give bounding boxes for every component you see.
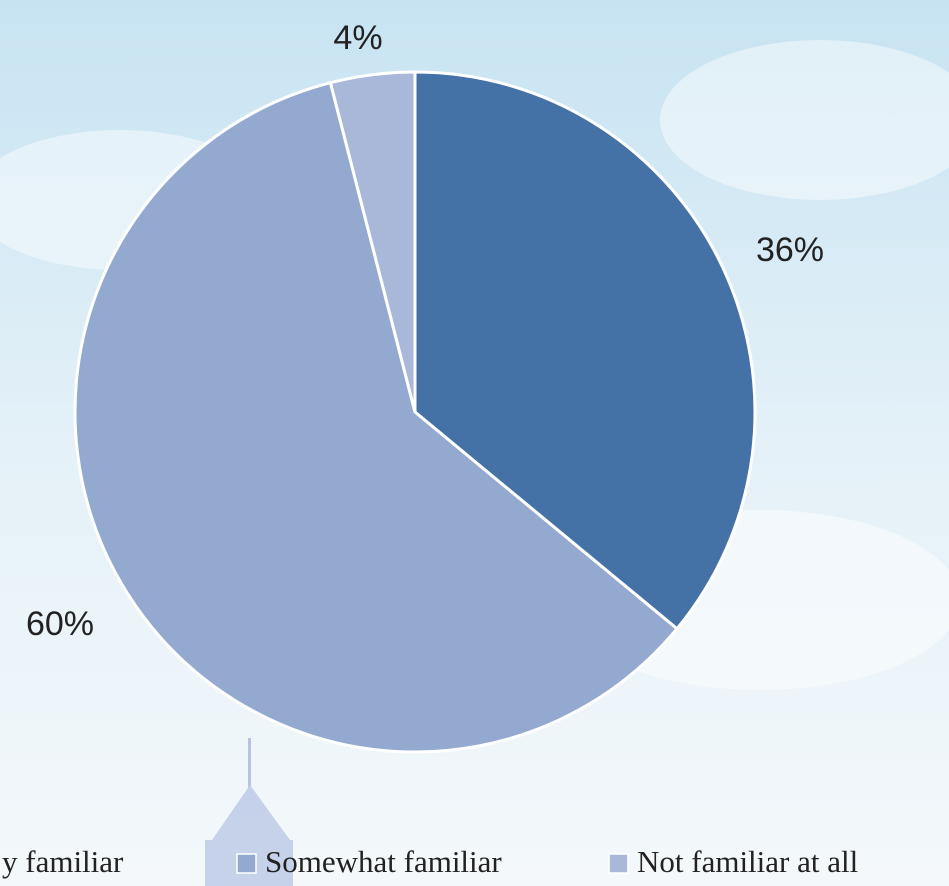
legend-label: y familiar [2,844,124,879]
legend-label: Not familiar at all [637,844,858,879]
chart: 36% 60% 4% y familiar Somewhat familiar Not f… [0,0,949,886]
data-label: 36% [756,231,824,269]
legend-marker [237,854,256,873]
data-label: 60% [26,605,94,643]
data-label: 4% [333,19,382,57]
page: {"chart_data": {"type": "pie", "categori… [0,0,949,886]
legend-marker [609,854,628,873]
legend-label: Somewhat familiar [265,844,502,879]
